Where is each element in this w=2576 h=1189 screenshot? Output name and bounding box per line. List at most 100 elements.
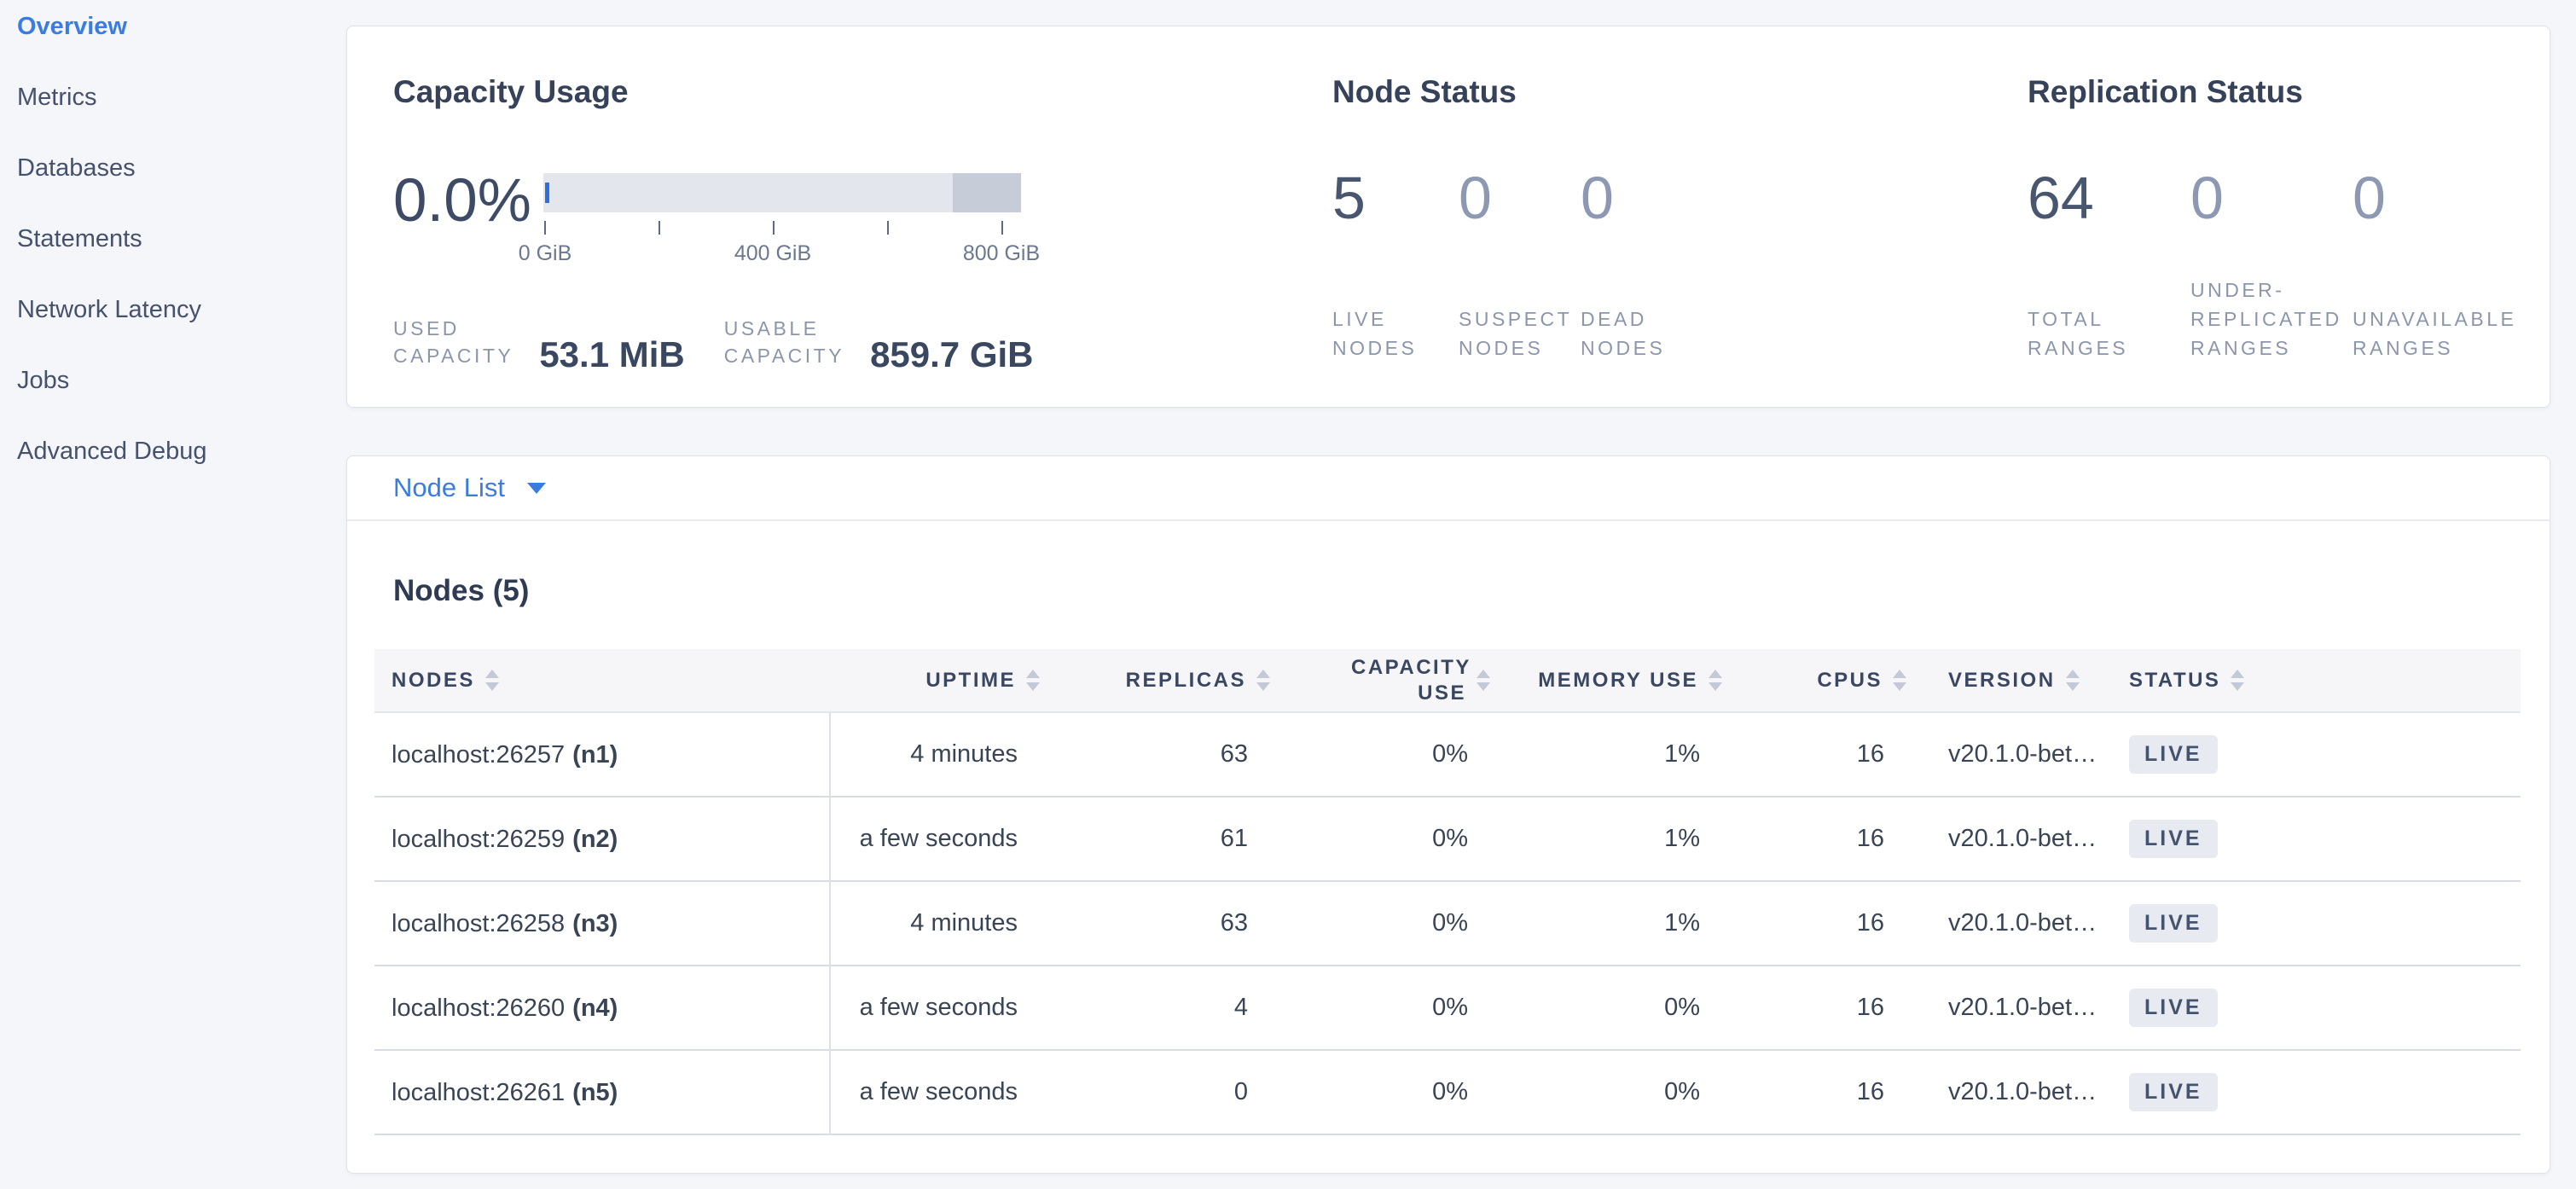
column-header-memory-use[interactable]: MEMORY USE — [1492, 649, 1724, 711]
cpus-cell: 16 — [1856, 1078, 1884, 1105]
column-header-cpus[interactable]: CPUS — [1724, 649, 1908, 711]
node-list-card: Node List Nodes (5) NODES UPTIME REPLICA… — [346, 455, 2550, 1174]
column-header-replicas[interactable]: REPLICAS — [1041, 649, 1272, 711]
under-replicated-ranges-stat: 0 UNDER- REPLICATED RANGES — [2190, 168, 2353, 362]
node-address[interactable]: localhost:26260 — [392, 995, 566, 1022]
node-id: (n2) — [572, 826, 618, 853]
axis-tick — [659, 221, 660, 235]
capacity-used-percent: 0.0% — [393, 167, 531, 235]
node-address[interactable]: localhost:26258 — [392, 910, 566, 937]
sort-icon[interactable] — [1709, 670, 1722, 691]
node-address[interactable]: localhost:26261 — [392, 1079, 566, 1106]
sidebar-item-advanced-debug[interactable]: Advanced Debug — [17, 438, 207, 465]
node-address[interactable]: localhost:26257 — [392, 741, 566, 768]
memory-use-cell: 1% — [1664, 825, 1700, 852]
used-capacity-stat: USED CAPACITY 53.1 MiB — [393, 315, 685, 373]
column-header-status[interactable]: STATUS — [2129, 649, 2521, 711]
status-badge: LIVE — [2129, 1073, 2218, 1111]
column-header-nodes[interactable]: NODES — [374, 649, 831, 711]
sidebar: Overview Metrics Databases Statements Ne… — [0, 0, 346, 487]
node-address-cell[interactable]: localhost:26258 (n3) — [374, 882, 831, 966]
capacity-use-cell: 0% — [1432, 825, 1468, 852]
capacity-stats: USED CAPACITY 53.1 MiB USABLE CAPACITY 8… — [393, 315, 1034, 373]
sort-icon[interactable] — [2065, 670, 2080, 691]
total-ranges-value: 64 — [2028, 165, 2094, 231]
used-capacity-label: USED CAPACITY — [393, 317, 514, 367]
node-list-dropdown[interactable]: Node List — [347, 456, 2550, 521]
sort-icon[interactable] — [1026, 670, 1040, 691]
node-address-cell[interactable]: localhost:26261 (n5) — [374, 1051, 831, 1135]
sort-icon[interactable] — [484, 670, 499, 691]
dead-nodes-stat: 0 DEAD NODES — [1581, 168, 1717, 362]
capacity-usage-title: Capacity Usage — [393, 74, 629, 109]
node-address[interactable]: localhost:26259 — [392, 826, 566, 853]
capacity-bar-chart: 0 GiB 400 GiB 800 GiB — [519, 173, 1040, 265]
column-label: CAPACITY USE — [1351, 655, 1471, 705]
node-address-cell[interactable]: localhost:26257 (n1) — [374, 713, 831, 798]
replication-status-title: Replication Status — [2028, 74, 2303, 109]
sidebar-item-metrics[interactable]: Metrics — [17, 84, 97, 111]
column-label: NODES — [392, 668, 475, 692]
capacity-bar-track — [543, 173, 1021, 212]
live-nodes-stat: 5 LIVE NODES — [1332, 168, 1459, 362]
sort-icon[interactable] — [1256, 670, 1270, 691]
unavailable-ranges-stat: 0 UNAVAILABLE RANGES — [2353, 168, 2549, 362]
nodes-table: NODES UPTIME REPLICAS CAPACITY USE MEMOR… — [374, 649, 2521, 1135]
column-header-version[interactable]: VERSION — [1908, 649, 2129, 711]
table-row[interactable]: localhost:26258 (n3) 4 minutes 63 0% 1% … — [374, 882, 2521, 966]
sort-icon[interactable] — [1477, 670, 1490, 691]
table-row[interactable]: localhost:26261 (n5) a few seconds 0 0% … — [374, 1051, 2521, 1135]
dead-nodes-label: DEAD NODES — [1581, 308, 1666, 359]
sort-icon[interactable] — [2231, 670, 2245, 691]
sidebar-item-overview[interactable]: Overview — [17, 13, 127, 40]
uptime-cell: a few seconds — [859, 1078, 1018, 1105]
node-id: (n4) — [572, 995, 618, 1022]
memory-use-cell: 0% — [1664, 994, 1700, 1021]
node-status-title: Node Status — [1332, 74, 1517, 109]
table-row[interactable]: localhost:26259 (n2) a few seconds 61 0%… — [374, 798, 2521, 882]
column-label: REPLICAS — [1125, 668, 1246, 692]
node-address-cell[interactable]: localhost:26260 (n4) — [374, 966, 831, 1051]
sort-icon[interactable] — [1893, 670, 1906, 691]
axis-tick-label: 800 GiB — [962, 241, 1041, 265]
sidebar-item-network-latency[interactable]: Network Latency — [17, 296, 201, 323]
status-badge: LIVE — [2129, 820, 2218, 858]
memory-use-cell: 1% — [1664, 909, 1700, 937]
node-id: (n1) — [572, 741, 618, 768]
nodes-table-title: Nodes (5) — [393, 574, 530, 607]
column-header-capacity-use[interactable]: CAPACITY USE — [1272, 649, 1492, 711]
status-badge: LIVE — [2129, 989, 2218, 1027]
replication-status-stats: 64 TOTAL RANGES 0 UNDER- REPLICATED RANG… — [2028, 168, 2549, 362]
dropdown-caret-icon — [526, 482, 546, 494]
under-replicated-ranges-label: UNDER- REPLICATED RANGES — [2190, 279, 2342, 359]
version-cell: v20.1.0-bet… — [1948, 825, 2097, 852]
total-ranges-stat: 64 TOTAL RANGES — [2028, 168, 2190, 362]
cpus-cell: 16 — [1856, 825, 1884, 852]
node-address-cell[interactable]: localhost:26259 (n2) — [374, 798, 831, 882]
suspect-nodes-stat: 0 SUSPECT NODES — [1459, 168, 1581, 362]
column-label: VERSION — [1948, 668, 2056, 692]
capacity-use-cell: 0% — [1432, 994, 1468, 1021]
replicas-cell: 63 — [1220, 740, 1248, 768]
dead-nodes-value: 0 — [1581, 165, 1614, 231]
sidebar-item-jobs[interactable]: Jobs — [17, 367, 70, 394]
version-cell: v20.1.0-bet… — [1948, 994, 2097, 1021]
table-row[interactable]: localhost:26257 (n1) 4 minutes 63 0% 1% … — [374, 713, 2521, 798]
capacity-axis-ticks — [543, 221, 1021, 235]
column-label: STATUS — [2129, 668, 2221, 692]
uptime-cell: a few seconds — [859, 994, 1018, 1021]
uptime-cell: 4 minutes — [910, 909, 1018, 937]
sidebar-item-statements[interactable]: Statements — [17, 225, 142, 252]
total-ranges-label: TOTAL RANGES — [2028, 308, 2129, 359]
column-header-uptime[interactable]: UPTIME — [831, 649, 1041, 711]
uptime-cell: 4 minutes — [910, 740, 1018, 768]
sidebar-item-databases[interactable]: Databases — [17, 154, 136, 182]
node-id: (n5) — [572, 1079, 618, 1106]
cpus-cell: 16 — [1856, 740, 1884, 768]
node-list-dropdown-label[interactable]: Node List — [393, 473, 505, 502]
replicas-cell: 4 — [1233, 994, 1248, 1021]
nodes-table-header: NODES UPTIME REPLICAS CAPACITY USE MEMOR… — [374, 649, 2521, 713]
axis-tick — [773, 221, 775, 235]
table-row[interactable]: localhost:26260 (n4) a few seconds 4 0% … — [374, 966, 2521, 1051]
axis-tick — [544, 221, 546, 235]
